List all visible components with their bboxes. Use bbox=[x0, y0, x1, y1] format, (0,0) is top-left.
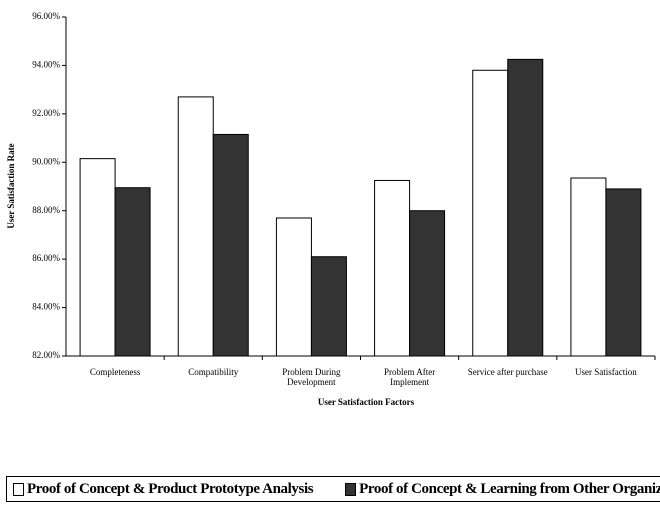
x-tick-label: Problem After Implement bbox=[383, 367, 436, 387]
x-tick-label: User Satisfaction bbox=[575, 367, 637, 377]
legend-swatch bbox=[13, 482, 24, 496]
bar bbox=[374, 179, 411, 357]
x-tick-label: Service after purchase bbox=[467, 367, 548, 377]
legend-label: Proof of Concept & Product Prototype Ana… bbox=[27, 480, 314, 497]
bar bbox=[605, 188, 642, 357]
bar bbox=[570, 177, 607, 357]
legend-label: Proof of Concept & Learning from Other O… bbox=[359, 480, 660, 497]
x-tick-label: Compatibility bbox=[188, 367, 239, 377]
y-tick-label: 96.00% bbox=[32, 11, 60, 21]
bar bbox=[409, 210, 446, 357]
y-tick-label: 88.00% bbox=[32, 205, 60, 215]
y-tick-label: 86.00% bbox=[32, 253, 60, 263]
bar bbox=[114, 187, 151, 357]
x-tick-label: Problem During Development bbox=[282, 367, 341, 387]
legend-swatch bbox=[345, 482, 357, 496]
bar bbox=[275, 217, 312, 357]
y-tick-label: 82.00% bbox=[32, 350, 60, 360]
bar bbox=[177, 96, 214, 357]
x-tick-label: Completeness bbox=[89, 367, 141, 377]
y-tick-label: 84.00% bbox=[32, 302, 60, 312]
y-tick-label: 92.00% bbox=[32, 108, 60, 118]
y-tick-label: 94.00% bbox=[32, 59, 60, 69]
y-axis-label: User Satisfaction Rate bbox=[6, 143, 16, 228]
bar bbox=[472, 69, 509, 357]
legend-item: Proof of Concept & Learning from Other O… bbox=[345, 481, 660, 498]
y-tick-label: 90.00% bbox=[32, 156, 60, 166]
legend-item: Proof of Concept & Product Prototype Ana… bbox=[13, 480, 314, 498]
bar bbox=[310, 256, 347, 357]
legend: Proof of Concept & Product Prototype Ana… bbox=[6, 476, 660, 502]
bar bbox=[79, 158, 116, 357]
bar bbox=[212, 133, 249, 357]
x-axis-label: User Satisfaction Factors bbox=[318, 397, 415, 407]
bar bbox=[507, 58, 544, 357]
